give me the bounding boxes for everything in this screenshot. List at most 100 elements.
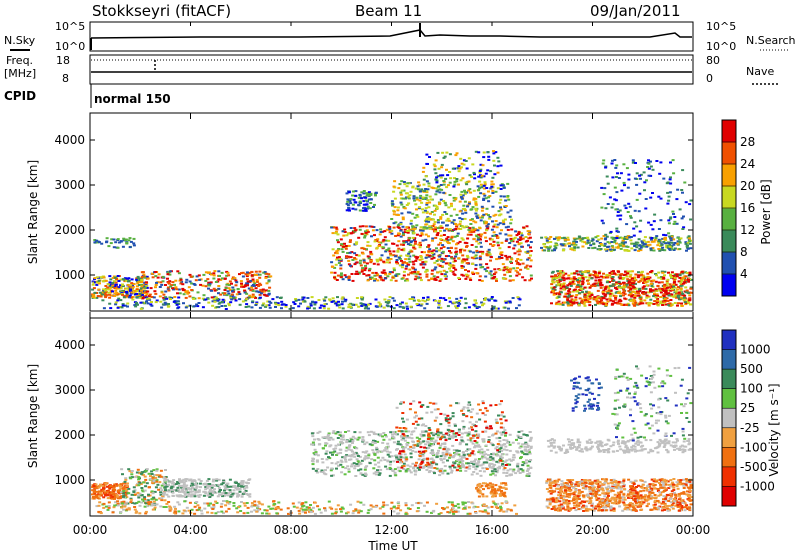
echo-cell [604, 233, 608, 236]
echo-cell [662, 233, 666, 236]
echo-cell [127, 508, 131, 511]
echo-cell [119, 511, 123, 513]
echo-cell [199, 480, 203, 482]
echo-cell [228, 280, 232, 283]
echo-cell [228, 284, 231, 287]
echo-cell [98, 490, 101, 493]
echo-cell [426, 296, 430, 299]
echo-cell [502, 269, 506, 272]
echo-cell [125, 292, 129, 295]
echo-cell [665, 182, 669, 185]
echo-cell [584, 270, 587, 273]
echo-cell [189, 484, 193, 487]
echo-cell [559, 278, 563, 281]
echo-cell [573, 246, 577, 249]
echo-cell [114, 241, 118, 244]
echo-cell [681, 276, 685, 279]
echo-cell [302, 504, 306, 507]
echo-cell [401, 218, 405, 221]
echo-cell [427, 251, 431, 254]
echo-cell [135, 277, 139, 280]
echo-cell [510, 258, 514, 261]
echo-cell [587, 247, 591, 249]
echo-cell [564, 292, 568, 295]
echo-cell [142, 283, 146, 286]
echo-cell [434, 172, 438, 175]
echo-cell [608, 274, 612, 277]
echo-cell [137, 284, 141, 286]
echo-cell [433, 209, 437, 212]
echo-cell [473, 299, 477, 302]
echo-cell [403, 439, 407, 442]
echo-cell [260, 290, 264, 293]
echo-cell [339, 510, 343, 513]
echo-cell [484, 197, 488, 200]
echo-cell [258, 270, 262, 273]
echo-cell [481, 215, 485, 217]
echo-cell [127, 280, 130, 283]
echo-cell [309, 508, 313, 511]
echo-cell [468, 512, 472, 515]
echo-cell [384, 250, 388, 253]
echo-cell [668, 235, 672, 238]
echo-cell [454, 223, 458, 225]
echo-cell [688, 242, 692, 245]
echo-cell [591, 283, 595, 286]
station-title: Stokkseyri (fitACF) [92, 2, 231, 20]
echo-cell [109, 278, 113, 281]
echo-cell [605, 235, 609, 238]
echo-cell [374, 192, 378, 194]
echo-cell [276, 302, 280, 305]
echo-cell [421, 198, 425, 200]
echo-cell [661, 271, 665, 274]
echo-cell [259, 283, 263, 286]
echo-cell [128, 470, 132, 473]
echo-cell [355, 270, 359, 273]
echo-cell [481, 252, 485, 255]
echo-cell [232, 288, 236, 291]
echo-cell [358, 200, 362, 203]
echo-cell [439, 436, 443, 439]
echo-cell [375, 305, 379, 308]
echo-cell [396, 214, 400, 216]
echo-cell [571, 248, 575, 251]
echo-cell [358, 228, 362, 231]
echo-cell [632, 286, 636, 289]
echo-cell [241, 483, 245, 486]
echo-cell [144, 470, 148, 473]
echo-cell [362, 200, 366, 203]
echo-cell [599, 248, 603, 250]
echo-cell [286, 507, 290, 510]
echo-cell [169, 489, 173, 492]
echo-cell [460, 267, 464, 269]
echo-cell [190, 486, 194, 489]
echo-cell [492, 273, 496, 276]
echo-cell [150, 301, 153, 303]
echo-cell [550, 283, 554, 286]
echo-cell [255, 510, 259, 513]
echo-cell [137, 496, 141, 499]
echo-cell [684, 201, 688, 204]
echo-cell [524, 236, 528, 238]
echo-cell [267, 273, 271, 276]
echo-cell [310, 296, 314, 299]
echo-cell [374, 505, 378, 508]
echo-cell [642, 171, 646, 174]
echo-cell [461, 212, 465, 215]
echo-cell [417, 502, 421, 505]
echo-cell [505, 300, 509, 303]
echo-cell [147, 503, 151, 505]
echo-cell [215, 502, 219, 504]
echo-cell [480, 174, 484, 177]
echo-cell [442, 183, 446, 186]
echo-cell [618, 286, 622, 289]
echo-cell [101, 299, 105, 302]
echo-cell [160, 283, 164, 286]
echo-cell [602, 289, 606, 292]
echo-cell [232, 489, 236, 492]
echo-cell [643, 299, 647, 302]
echo-cell [484, 213, 488, 216]
echo-cell [129, 290, 133, 292]
echo-cell [554, 243, 558, 246]
echo-cell [466, 237, 470, 240]
